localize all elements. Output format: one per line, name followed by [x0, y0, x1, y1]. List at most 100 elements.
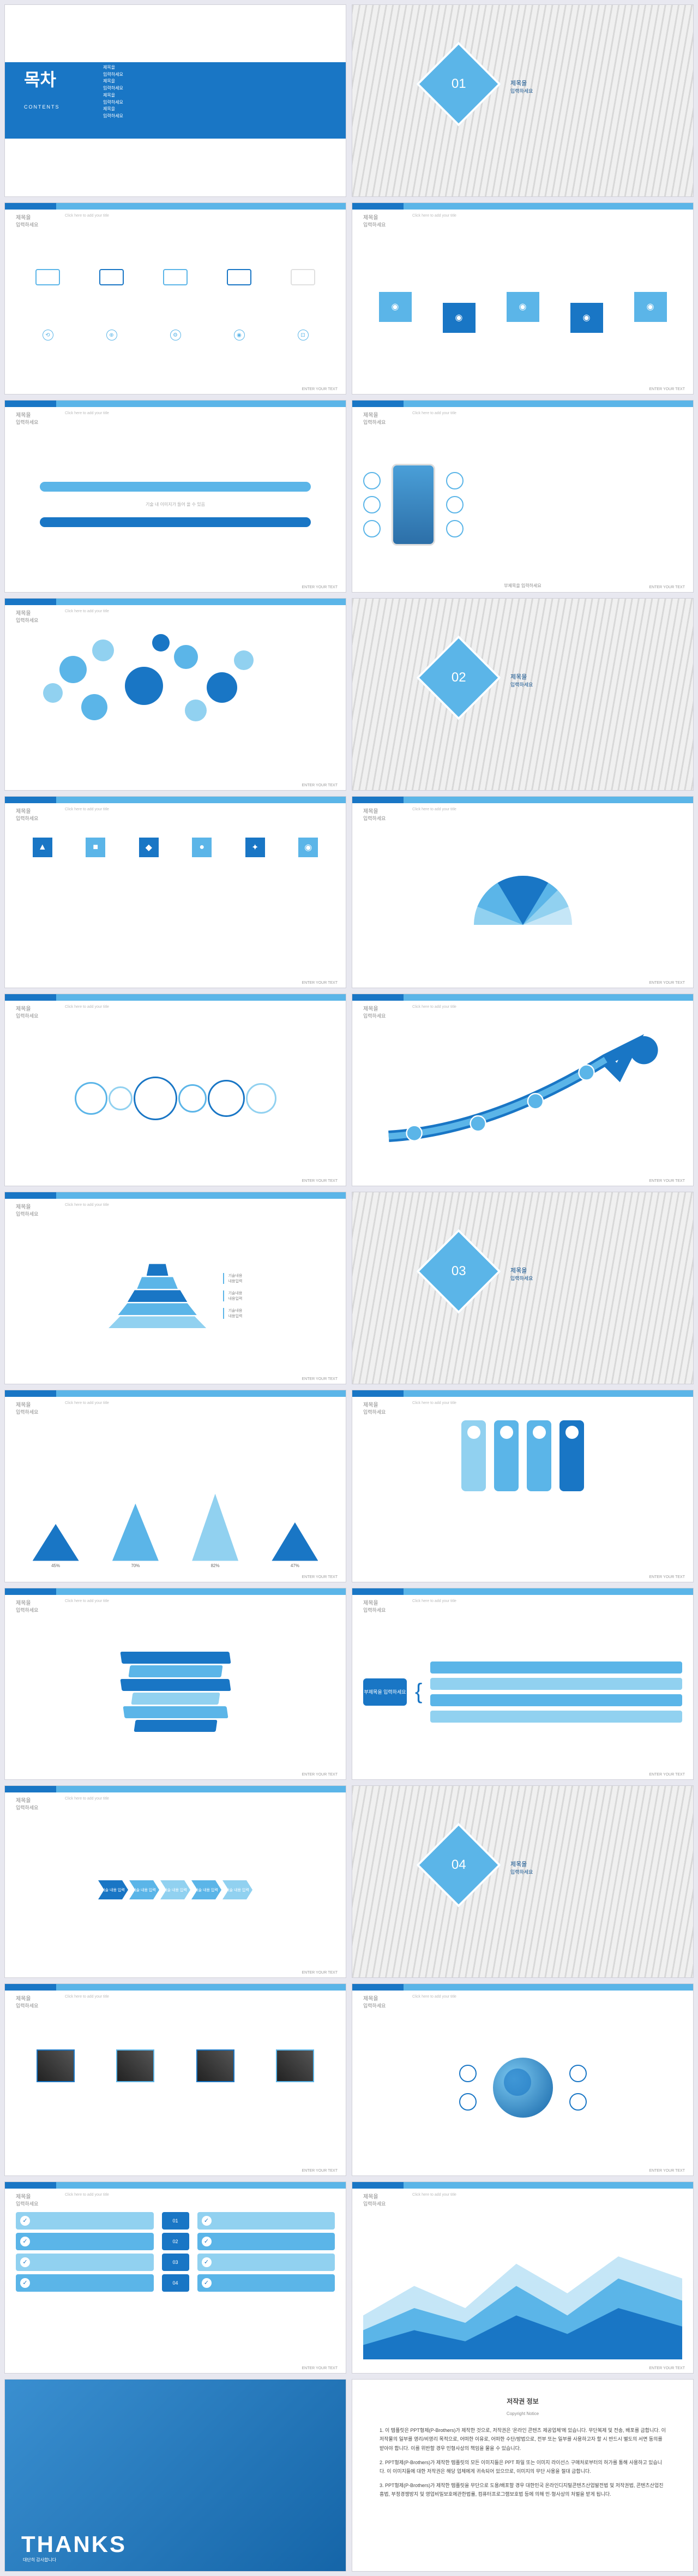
section-number: 04	[452, 1857, 466, 1873]
slide-title: 제목을입력하세요	[363, 1994, 386, 2009]
copyright-title: 저작권 정보	[380, 2396, 666, 2408]
slide: 제목을입력하세요Click here to add your title 부제목…	[352, 400, 694, 593]
check-icon: ✓	[20, 2257, 30, 2267]
check-icon: ✓	[202, 2237, 212, 2246]
header-bar	[5, 1984, 346, 1991]
feature-icon	[363, 472, 381, 489]
spiral-band	[123, 1706, 228, 1718]
footer: ENTER YOUR TEXT	[302, 2169, 338, 2173]
header-bar	[352, 2182, 693, 2189]
slide: 저작권 정보 Copyright Notice 1. 이 템플릿은 PPT형제(…	[352, 2379, 694, 2572]
header-bar	[5, 1192, 346, 1199]
footer: ENTER YOUR TEXT	[649, 981, 685, 985]
footer: ENTER YOUR TEXT	[302, 1179, 338, 1183]
vbar-icon	[467, 1426, 480, 1439]
feature-icon	[446, 496, 464, 513]
slide-title: 제목을입력하세요	[363, 410, 386, 426]
footer: ENTER YOUR TEXT	[302, 1773, 338, 1777]
section-title: 제목을입력하세요	[510, 79, 533, 94]
chevron: 기술 내용 입력	[222, 1880, 252, 1899]
spiral-band	[128, 1665, 222, 1677]
slide-caption: Click here to add your title	[65, 1005, 109, 1009]
slide-caption: Click here to add your title	[65, 411, 109, 415]
pill	[40, 517, 311, 527]
vbar-icon	[533, 1426, 546, 1439]
battery-icon	[227, 269, 251, 285]
section-bg	[352, 1192, 693, 1384]
slide-caption: Click here to add your title	[65, 1401, 109, 1405]
network-node	[185, 700, 207, 721]
header-bar	[352, 401, 693, 407]
vbars	[363, 1420, 682, 1568]
icon-square: ▲	[33, 838, 52, 857]
curve-svg	[363, 1024, 682, 1172]
check-item: ✓	[16, 2254, 154, 2271]
section-title: 제목을입력하세요	[510, 1860, 533, 1875]
header-bar	[352, 1588, 693, 1595]
slide-caption: Click here to add your title	[65, 1797, 109, 1801]
phone-layout	[363, 431, 682, 578]
slide: 제목을입력하세요Click here to add your title 45%…	[4, 1390, 346, 1582]
header-bar	[5, 1786, 346, 1792]
globe	[493, 2058, 553, 2118]
mini-icon: ◉	[234, 330, 245, 340]
slide: 제목을입력하세요Click here to add your title ◉◉◉…	[352, 202, 694, 395]
slide: 04 제목을입력하세요	[352, 1785, 694, 1978]
feature-icon	[363, 520, 381, 537]
icon-square: ◉	[298, 838, 318, 857]
feature-icon	[446, 520, 464, 537]
footer: ENTER YOUR TEXT	[649, 387, 685, 391]
header-bar	[5, 401, 346, 407]
chevron: 기술 내용 입력	[98, 1880, 128, 1899]
pill-row: 기술 내 이미지가 들어 올 수 있음	[16, 431, 335, 578]
spiral-band	[120, 1652, 231, 1664]
slide: 제목을입력하세요Click here to add your title ENT…	[352, 1983, 694, 2176]
footer: ENTER YOUR TEXT	[302, 2366, 338, 2370]
slide-caption: Click here to add your title	[65, 1203, 109, 1207]
check-num: 01	[162, 2212, 189, 2230]
image-box	[196, 2049, 234, 2082]
slide: 제목을입력하세요Click here to add your title ENT…	[352, 796, 694, 989]
slide: THANKS 대단히 감사합니다	[4, 2379, 346, 2572]
header-bar	[352, 797, 693, 803]
slide: 제목을입력하세요Click here to add your title ✓✓✓…	[4, 2181, 346, 2374]
zigzag-box: ◉	[507, 292, 539, 322]
slide: 제목을입력하세요Click here to add your title ENT…	[352, 1390, 694, 1582]
mini-icon: ⟲	[43, 330, 53, 340]
network-node	[234, 650, 254, 670]
mini-icon-row: ⟲⊕⚙◉⊡	[16, 330, 335, 340]
section-bg	[352, 599, 693, 790]
footer: ENTER YOUR TEXT	[649, 1179, 685, 1183]
mountain-label: 45%	[33, 1563, 79, 1568]
slide-title: 제목을입력하세요	[363, 213, 386, 228]
icon-square: ●	[192, 838, 212, 857]
header-bar	[5, 1390, 346, 1397]
slide-title: 제목을입력하세요	[16, 1004, 38, 1019]
battery-icon	[163, 269, 188, 285]
timeline-node	[178, 1084, 207, 1113]
header-bar	[5, 994, 346, 1001]
footer: ENTER YOUR TEXT	[649, 585, 685, 589]
check-icon: ✓	[20, 2216, 30, 2226]
section-title: 제목을입력하세요	[510, 1266, 533, 1282]
image-box	[37, 2049, 75, 2082]
network-node	[43, 683, 63, 703]
slide-title: 제목을입력하세요	[363, 806, 386, 822]
chevrons: 기술 내용 입력기술 내용 입력기술 내용 입력기술 내용 입력기술 내용 입력	[16, 1816, 335, 1964]
footer: ENTER YOUR TEXT	[302, 387, 338, 391]
section-number: 03	[452, 1264, 466, 1279]
globe-icon	[459, 2093, 477, 2111]
legend-item: 기술내용내용입력	[223, 1273, 243, 1284]
icon-square: ◆	[139, 838, 159, 857]
network-node	[59, 656, 87, 683]
slide-caption: Click here to add your title	[412, 1995, 456, 1999]
slide-caption: Click here to add your title	[65, 214, 109, 218]
network-node	[125, 667, 163, 705]
vbar-icon	[500, 1426, 513, 1439]
check-item: ✓	[197, 2254, 335, 2271]
slide: 01 제목을입력하세요	[352, 4, 694, 197]
check-num: 02	[162, 2233, 189, 2250]
footer: ENTER YOUR TEXT	[649, 1575, 685, 1579]
section-bg	[352, 1786, 693, 1977]
slide-title: 제목을입력하세요	[363, 1400, 386, 1415]
